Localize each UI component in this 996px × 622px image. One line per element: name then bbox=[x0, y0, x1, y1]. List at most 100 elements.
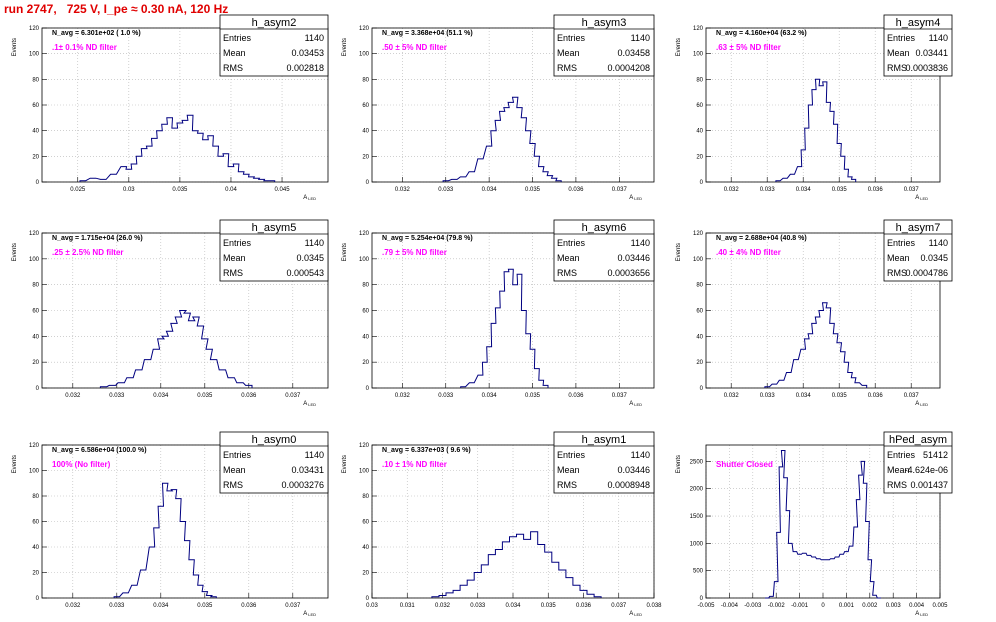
y-tick-label: 80 bbox=[362, 283, 369, 289]
stats-box-frame bbox=[883, 431, 953, 494]
y-tick-label: 0 bbox=[36, 596, 40, 602]
stats-label: Entries bbox=[557, 450, 586, 460]
stats-box-frame bbox=[553, 14, 655, 77]
y-tick-label: 100 bbox=[359, 469, 370, 475]
stats-label: RMS bbox=[557, 480, 577, 490]
stats-value: 0.03453 bbox=[291, 48, 324, 58]
x-tick-label: 0.037 bbox=[285, 603, 301, 609]
y-axis-label: Events bbox=[12, 243, 18, 261]
x-axis-label: ALED bbox=[629, 195, 642, 201]
x-tick-label: -0.001 bbox=[791, 603, 809, 609]
stats-box: h_asym1 Entries 1140 Mean 0.03446 RMS 0.000894… bbox=[553, 431, 655, 494]
y-tick-label: 100 bbox=[29, 52, 40, 58]
stats-label: Mean bbox=[557, 465, 580, 475]
stats-label: Entries bbox=[223, 33, 252, 43]
histogram-pad-h_asym0: 0.032 0.033 0.034 0.035 0.036 0.037 0 20 40 60 80 1… bbox=[12, 431, 329, 617]
stats-value: 0.03458 bbox=[617, 48, 650, 58]
stats-label: RMS bbox=[223, 268, 243, 278]
y-tick-label: 120 bbox=[693, 231, 704, 237]
y-tick-label: 40 bbox=[32, 334, 39, 340]
y-tick-label: 120 bbox=[359, 443, 370, 449]
stats-box-frame bbox=[219, 219, 329, 282]
y-axis-label: Events bbox=[342, 455, 348, 473]
x-tick-label: 0.037 bbox=[285, 393, 301, 399]
y-tick-label: 60 bbox=[362, 103, 369, 109]
navg-label: N_avg = 2.688e+04 (40.8 %) bbox=[716, 235, 807, 242]
y-tick-label: 20 bbox=[696, 360, 703, 366]
y-tick-label: 80 bbox=[32, 494, 39, 500]
x-tick-label: -0.003 bbox=[744, 603, 762, 609]
histogram-name: h_asym7 bbox=[896, 222, 941, 234]
stats-value: 1140 bbox=[631, 33, 650, 43]
histogram-name: h_asym0 bbox=[252, 434, 297, 446]
x-tick-label: 0.035 bbox=[541, 603, 557, 609]
stats-value: 0.0345 bbox=[296, 253, 324, 263]
stats-value: 1140 bbox=[631, 238, 650, 248]
y-tick-label: 60 bbox=[32, 309, 39, 315]
stats-value: 51412 bbox=[923, 450, 948, 460]
y-tick-label: 0 bbox=[366, 386, 370, 392]
stats-value: -4.624e-06 bbox=[904, 465, 948, 475]
plot-frame bbox=[705, 27, 941, 183]
filter-label: .1± 0.1% ND filter bbox=[52, 43, 117, 52]
y-tick-label: 1000 bbox=[690, 541, 704, 547]
y-tick-label: 20 bbox=[696, 154, 703, 160]
stats-value: 1140 bbox=[305, 450, 324, 460]
stats-box-frame bbox=[553, 431, 655, 494]
y-tick-label: 120 bbox=[359, 231, 370, 237]
x-tick-label: 0.03 bbox=[366, 603, 378, 609]
stats-value: 0.000543 bbox=[286, 268, 324, 278]
x-tick-label: 0.032 bbox=[65, 393, 81, 399]
x-tick-label: 0.034 bbox=[482, 187, 498, 193]
x-tick-label: 0.035 bbox=[172, 187, 188, 193]
stats-label: RMS bbox=[887, 480, 907, 490]
y-tick-label: 60 bbox=[696, 103, 703, 109]
x-tick-label: 0.037 bbox=[612, 187, 628, 193]
x-tick-label: 0.037 bbox=[904, 393, 920, 399]
x-tick-label: 0.033 bbox=[109, 393, 125, 399]
x-tick-label: -0.002 bbox=[768, 603, 786, 609]
x-tick-label: 0.037 bbox=[904, 187, 920, 193]
plot-frame bbox=[41, 444, 329, 599]
histogram-outline-h_asym0 bbox=[113, 482, 217, 598]
histogram-pad-h_asym7: 0.032 0.033 0.034 0.035 0.036 0.037 0 20 40 60 80 1… bbox=[676, 219, 953, 407]
y-axis-label: Events bbox=[12, 38, 18, 56]
stats-label: RMS bbox=[223, 480, 243, 490]
histogram-name: hPed_asym bbox=[889, 434, 947, 446]
x-tick-label: 0.033 bbox=[760, 187, 776, 193]
y-tick-label: 40 bbox=[32, 545, 39, 551]
stats-value: 0.0004786 bbox=[905, 268, 948, 278]
histogram-outline-h_asym1 bbox=[431, 531, 602, 598]
stats-value: 1140 bbox=[929, 238, 948, 248]
stats-label: Entries bbox=[557, 238, 586, 248]
x-axis-label: ALED bbox=[303, 401, 316, 407]
histogram-outline-hPed_asym bbox=[765, 450, 881, 599]
stats-label: RMS bbox=[557, 268, 577, 278]
x-tick-label: 0.035 bbox=[832, 393, 848, 399]
stats-value: 0.03446 bbox=[617, 253, 650, 263]
x-tick-label: 0.001 bbox=[839, 603, 855, 609]
plot-frame bbox=[371, 27, 655, 183]
y-tick-label: 80 bbox=[32, 283, 39, 289]
histogram-outline-h_asym3 bbox=[442, 96, 562, 182]
x-axis-label: ALED bbox=[303, 611, 316, 617]
histogram-pad-h_asym3: 0.032 0.033 0.034 0.035 0.036 0.037 0 20 40 60 80 1… bbox=[342, 14, 655, 201]
x-tick-label: 0.032 bbox=[724, 393, 740, 399]
y-tick-label: 100 bbox=[359, 52, 370, 58]
y-tick-label: 20 bbox=[32, 360, 39, 366]
x-tick-label: 0.025 bbox=[70, 187, 86, 193]
histogram-outline-h_asym5 bbox=[99, 310, 253, 388]
stats-value: 0.03431 bbox=[291, 465, 324, 475]
stats-label: RMS bbox=[223, 63, 243, 73]
histogram-name: h_asym2 bbox=[252, 17, 297, 29]
x-axis-label: ALED bbox=[915, 195, 928, 201]
navg-label: N_avg = 4.160e+04 (63.2 %) bbox=[716, 30, 807, 37]
histogram-name: h_asym4 bbox=[896, 17, 941, 29]
y-tick-label: 2500 bbox=[690, 459, 704, 465]
x-tick-label: 0.002 bbox=[862, 603, 878, 609]
y-tick-label: 100 bbox=[359, 257, 370, 263]
